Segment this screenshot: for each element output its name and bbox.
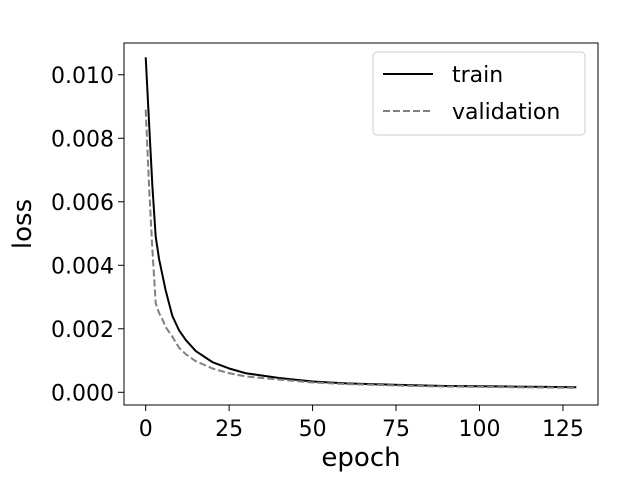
y-axis: 0.000 0.002 0.004 0.006 0.008 0.010 — [51, 64, 124, 406]
x-tick-label: 25 — [215, 417, 243, 442]
y-tick-label: 0.006 — [51, 191, 114, 216]
legend-label-validation: validation — [452, 100, 560, 125]
y-axis-label: loss — [8, 199, 38, 249]
x-axis: 0 25 50 75 100 125 — [139, 405, 584, 442]
y-tick-label: 0.008 — [51, 127, 114, 152]
x-tick-label: 75 — [382, 417, 410, 442]
x-axis-label: epoch — [321, 443, 400, 473]
x-tick-label: 100 — [459, 417, 501, 442]
y-tick-label: 0.004 — [51, 254, 114, 279]
legend-box — [372, 51, 586, 136]
plot-frame — [123, 42, 599, 406]
y-tick-label: 0.002 — [51, 318, 114, 343]
x-tick-label: 50 — [299, 417, 327, 442]
legend-label-train: train — [452, 63, 503, 88]
y-tick-label: 0.010 — [51, 64, 114, 89]
legend: train validation — [372, 51, 586, 136]
series-layer — [144, 57, 577, 389]
x-tick-label: 0 — [139, 417, 153, 442]
series-line-train — [144, 57, 577, 389]
series-line-validation — [144, 109, 577, 389]
x-tick-label: 125 — [542, 417, 584, 442]
y-tick-label: 0.000 — [51, 381, 114, 406]
